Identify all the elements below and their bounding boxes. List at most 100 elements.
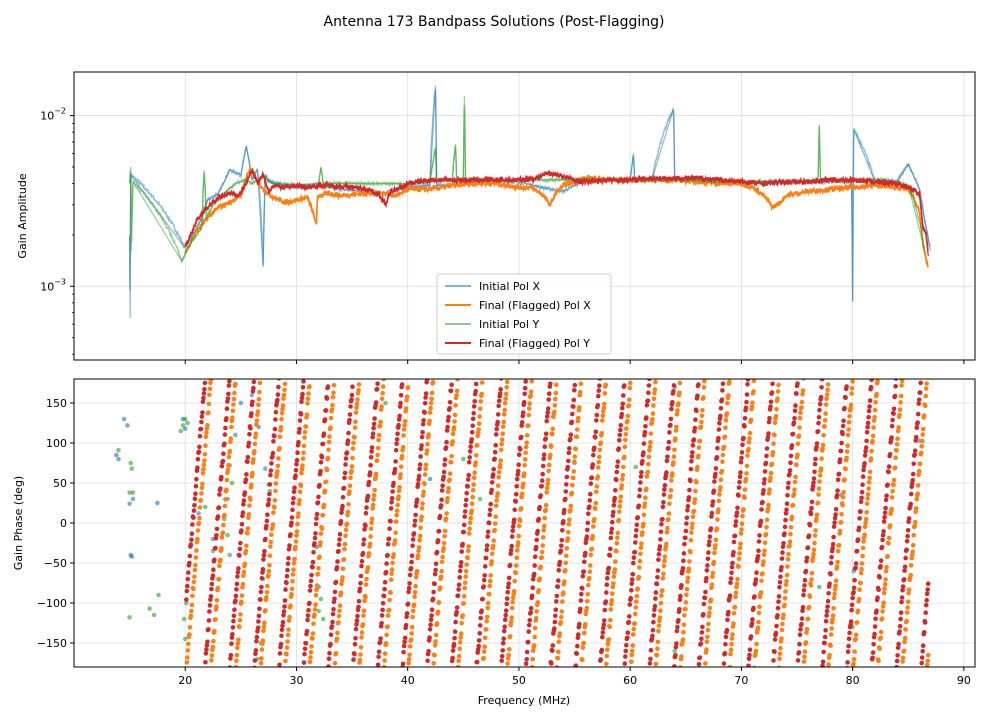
phase-point-final-pol-y <box>841 418 846 424</box>
phase-point-final-pol-y <box>881 519 887 524</box>
phase-point-final-pol-x <box>701 395 706 400</box>
phase-point-final-pol-x <box>889 495 895 500</box>
phase-point-final-pol-y <box>610 519 615 525</box>
phase-point-final-pol-y <box>356 604 361 610</box>
phase-point-final-pol-y <box>901 577 907 582</box>
phase-point-final-pol-y <box>454 605 460 610</box>
phase-point-final-pol-y <box>420 421 426 427</box>
phase-point-final-pol-y <box>510 524 516 529</box>
phase-point-final-pol-y <box>332 596 337 602</box>
phase-point-final-pol-x <box>617 509 622 514</box>
phase-point-final-pol-y <box>541 456 546 462</box>
phase-point-final-pol-y <box>187 560 192 566</box>
phase-point-final-pol-x <box>471 475 477 481</box>
phase-point-final-pol-x <box>646 454 652 460</box>
phase-point-final-pol-x <box>896 425 901 430</box>
phase-point-final-pol-x <box>892 465 898 470</box>
phase-point-final-pol-x <box>924 381 929 386</box>
phase-point-final-pol-x <box>560 599 565 604</box>
phase-point-final-pol-y <box>611 509 616 515</box>
phase-point-final-pol-x <box>349 468 354 474</box>
phase-point-final-pol-y <box>828 560 834 566</box>
phase-point-final-pol-x <box>446 486 451 491</box>
phase-point-final-pol-x <box>648 431 654 436</box>
phase-point-final-pol-x <box>527 401 532 406</box>
phase-point-final-pol-x <box>733 594 738 600</box>
phase-point-final-pol-y <box>742 416 748 421</box>
phase-point-final-pol-y <box>689 459 694 464</box>
phase-point-final-pol-x <box>791 491 797 497</box>
phase-point-final-pol-y <box>673 644 679 650</box>
phase-series-final-pol-y <box>184 379 931 667</box>
phase-point-final-pol-x <box>569 490 575 496</box>
phase-point-final-pol-x <box>504 385 510 390</box>
phase-point-final-pol-y <box>441 474 446 480</box>
phase-point-final-pol-y <box>299 399 304 405</box>
phase-point-final-pol-x <box>220 530 226 535</box>
phase-point-final-pol-y <box>521 400 527 405</box>
phase-point-final-pol-y <box>556 578 561 583</box>
phase-point-final-pol-x <box>401 433 406 438</box>
phase-point-final-pol-x <box>879 616 885 621</box>
phase-point-final-pol-x <box>251 457 256 462</box>
phase-point-final-pol-y <box>814 444 819 450</box>
phase-point-final-pol-x <box>571 475 576 481</box>
phase-point-final-pol-y <box>453 619 458 625</box>
phase-point-final-pol-x <box>706 621 711 627</box>
phase-point-final-pol-x <box>911 532 916 538</box>
phase-point-final-pol-x <box>372 487 377 493</box>
phase-point-final-pol-y <box>467 455 473 460</box>
phase-point-final-pol-x <box>638 551 643 557</box>
phase-point-final-pol-y <box>399 382 405 387</box>
phase-point-final-pol-y <box>532 563 537 568</box>
phase-y-tick-label: −50 <box>44 557 67 570</box>
phase-point-final-pol-x <box>328 425 333 430</box>
phase-point-final-pol-y <box>701 601 707 607</box>
phase-point-final-pol-y <box>334 565 340 570</box>
phase-point-final-pol-y <box>487 507 493 513</box>
phase-point-final-pol-x <box>381 379 386 382</box>
phase-point-final-pol-x <box>716 498 722 504</box>
phase-point-final-pol-y <box>280 623 285 629</box>
phase-point-final-pol-y <box>664 470 669 475</box>
phase-point-final-pol-x <box>394 508 400 513</box>
phase-point-initial-pol-x <box>127 501 132 507</box>
phase-point-final-pol-y <box>831 534 836 540</box>
phase-point-final-pol-x <box>876 658 881 664</box>
phase-point-final-pol-y <box>450 655 455 661</box>
phase-point-final-pol-x <box>703 661 708 666</box>
phase-point-final-pol-y <box>337 537 342 542</box>
phase-point-final-pol-x <box>351 440 356 446</box>
phase-point-final-pol-x <box>737 551 742 556</box>
phase-point-final-pol-x <box>332 660 338 666</box>
phase-point-final-pol-x <box>392 538 398 543</box>
phase-point-final-pol-y <box>349 392 355 398</box>
phase-point-final-pol-y <box>815 429 821 434</box>
phase-point-final-pol-x <box>912 519 918 525</box>
phase-point-final-pol-y <box>801 592 806 598</box>
phase-point-final-pol-y <box>273 417 278 422</box>
phase-point-final-pol-y <box>819 379 825 382</box>
phase-point-final-pol-x <box>493 514 499 519</box>
phase-point-final-pol-x <box>442 533 447 539</box>
phase-point-final-pol-x <box>513 570 518 576</box>
phase-point-final-pol-x <box>528 393 533 399</box>
phase-point-final-pol-x <box>923 393 928 399</box>
phase-point-final-pol-x <box>804 626 810 632</box>
phase-point-final-pol-x <box>875 379 880 384</box>
phase-point-final-pol-x <box>690 514 696 520</box>
phase-point-final-pol-x <box>720 459 725 465</box>
phase-point-final-pol-x <box>266 568 272 574</box>
phase-point-final-pol-x <box>869 448 874 454</box>
phase-point-final-pol-y <box>864 430 870 435</box>
phase-point-final-pol-x <box>870 433 876 439</box>
phase-point-final-pol-y <box>359 558 365 564</box>
phase-point-final-pol-x <box>722 434 728 440</box>
phase-point-final-pol-y <box>540 463 546 469</box>
phase-point-final-pol-y <box>485 529 491 535</box>
phase-point-final-pol-y <box>430 596 436 602</box>
phase-point-final-pol-x <box>253 431 259 437</box>
phase-point-final-pol-y <box>681 558 686 564</box>
phase-point-final-pol-x <box>906 587 912 593</box>
phase-point-final-pol-x <box>390 560 395 566</box>
